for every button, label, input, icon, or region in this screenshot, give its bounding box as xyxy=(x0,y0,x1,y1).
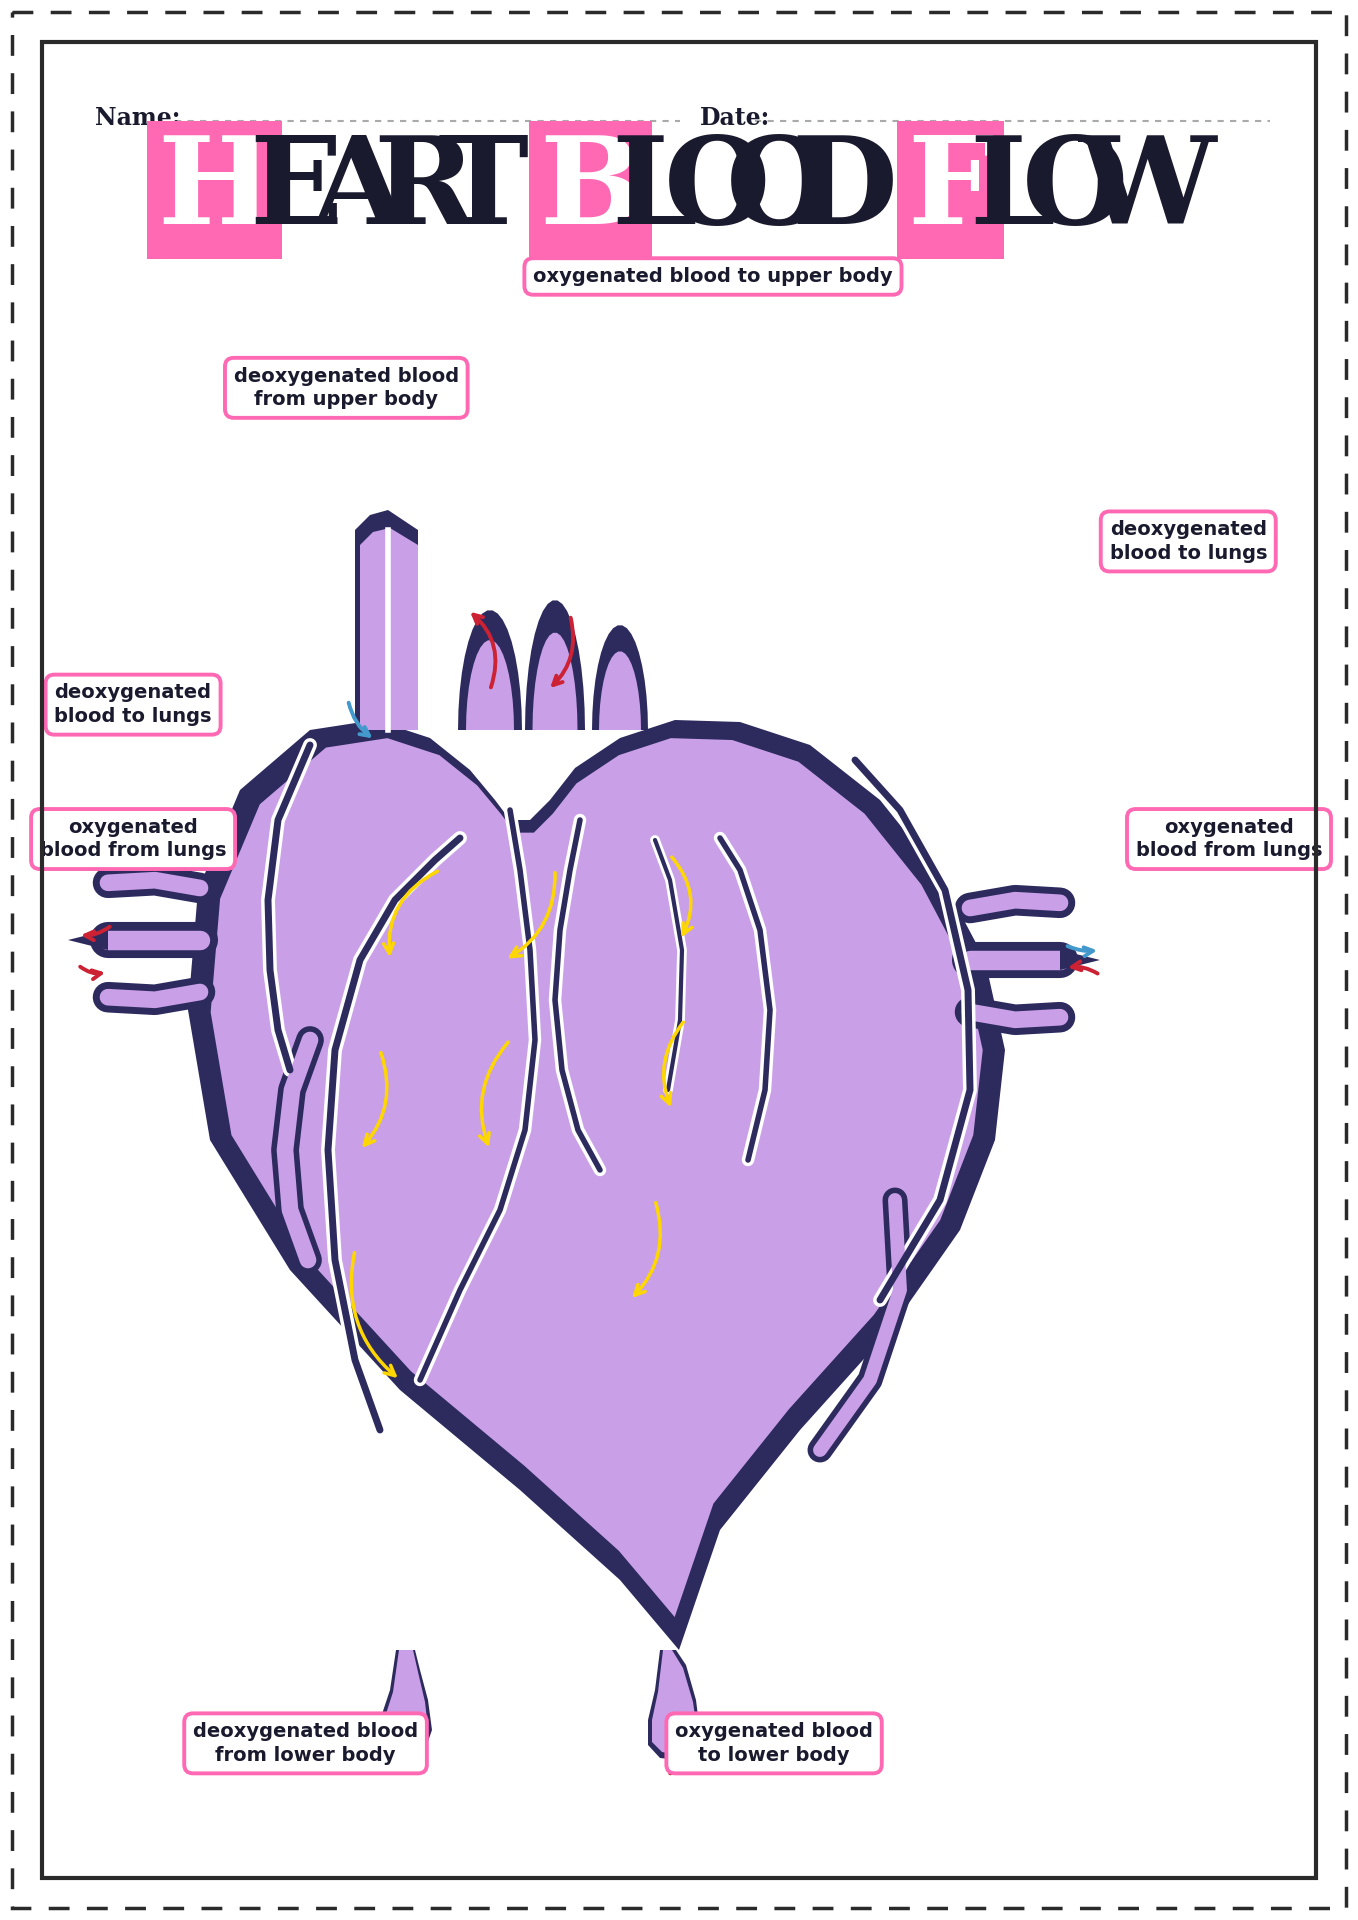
Text: L: L xyxy=(611,131,698,250)
Text: deoxygenated
blood to lungs: deoxygenated blood to lungs xyxy=(54,684,212,726)
Polygon shape xyxy=(466,639,513,730)
Text: oxygenated
blood from lungs: oxygenated blood from lungs xyxy=(39,818,227,860)
Text: oxygenated blood to upper body: oxygenated blood to upper body xyxy=(534,267,892,286)
Text: O: O xyxy=(664,131,770,250)
Polygon shape xyxy=(354,511,418,730)
Text: H: H xyxy=(156,131,273,250)
Polygon shape xyxy=(187,720,1005,1649)
Text: A: A xyxy=(312,131,407,250)
Text: R: R xyxy=(373,131,474,250)
Text: Date:: Date: xyxy=(699,106,770,131)
Polygon shape xyxy=(1061,950,1100,970)
Polygon shape xyxy=(382,1649,428,1751)
Text: O: O xyxy=(727,131,832,250)
Polygon shape xyxy=(599,651,641,730)
Polygon shape xyxy=(360,528,418,730)
Text: deoxygenated blood
from upper body: deoxygenated blood from upper body xyxy=(234,367,459,409)
Polygon shape xyxy=(458,611,521,730)
Text: B: B xyxy=(539,131,642,250)
Polygon shape xyxy=(592,626,648,730)
Text: Name:: Name: xyxy=(95,106,181,131)
Polygon shape xyxy=(532,634,577,730)
Polygon shape xyxy=(652,1649,697,1755)
Text: oxygenated
blood from lungs: oxygenated blood from lungs xyxy=(1135,818,1323,860)
Polygon shape xyxy=(210,737,983,1617)
Text: T: T xyxy=(437,131,530,250)
Text: O: O xyxy=(1023,131,1128,250)
Text: deoxygenated
blood to lungs: deoxygenated blood to lungs xyxy=(1109,520,1267,563)
Text: deoxygenated blood
from lower body: deoxygenated blood from lower body xyxy=(193,1722,418,1764)
Polygon shape xyxy=(526,601,585,730)
Text: oxygenated blood
to lower body: oxygenated blood to lower body xyxy=(675,1722,873,1764)
Text: W: W xyxy=(1078,131,1217,250)
Text: F: F xyxy=(907,131,994,250)
Polygon shape xyxy=(68,929,109,950)
Text: D: D xyxy=(792,131,898,250)
Polygon shape xyxy=(378,1649,432,1759)
Polygon shape xyxy=(648,1649,699,1761)
Text: L: L xyxy=(968,131,1055,250)
Text: E: E xyxy=(250,131,342,250)
